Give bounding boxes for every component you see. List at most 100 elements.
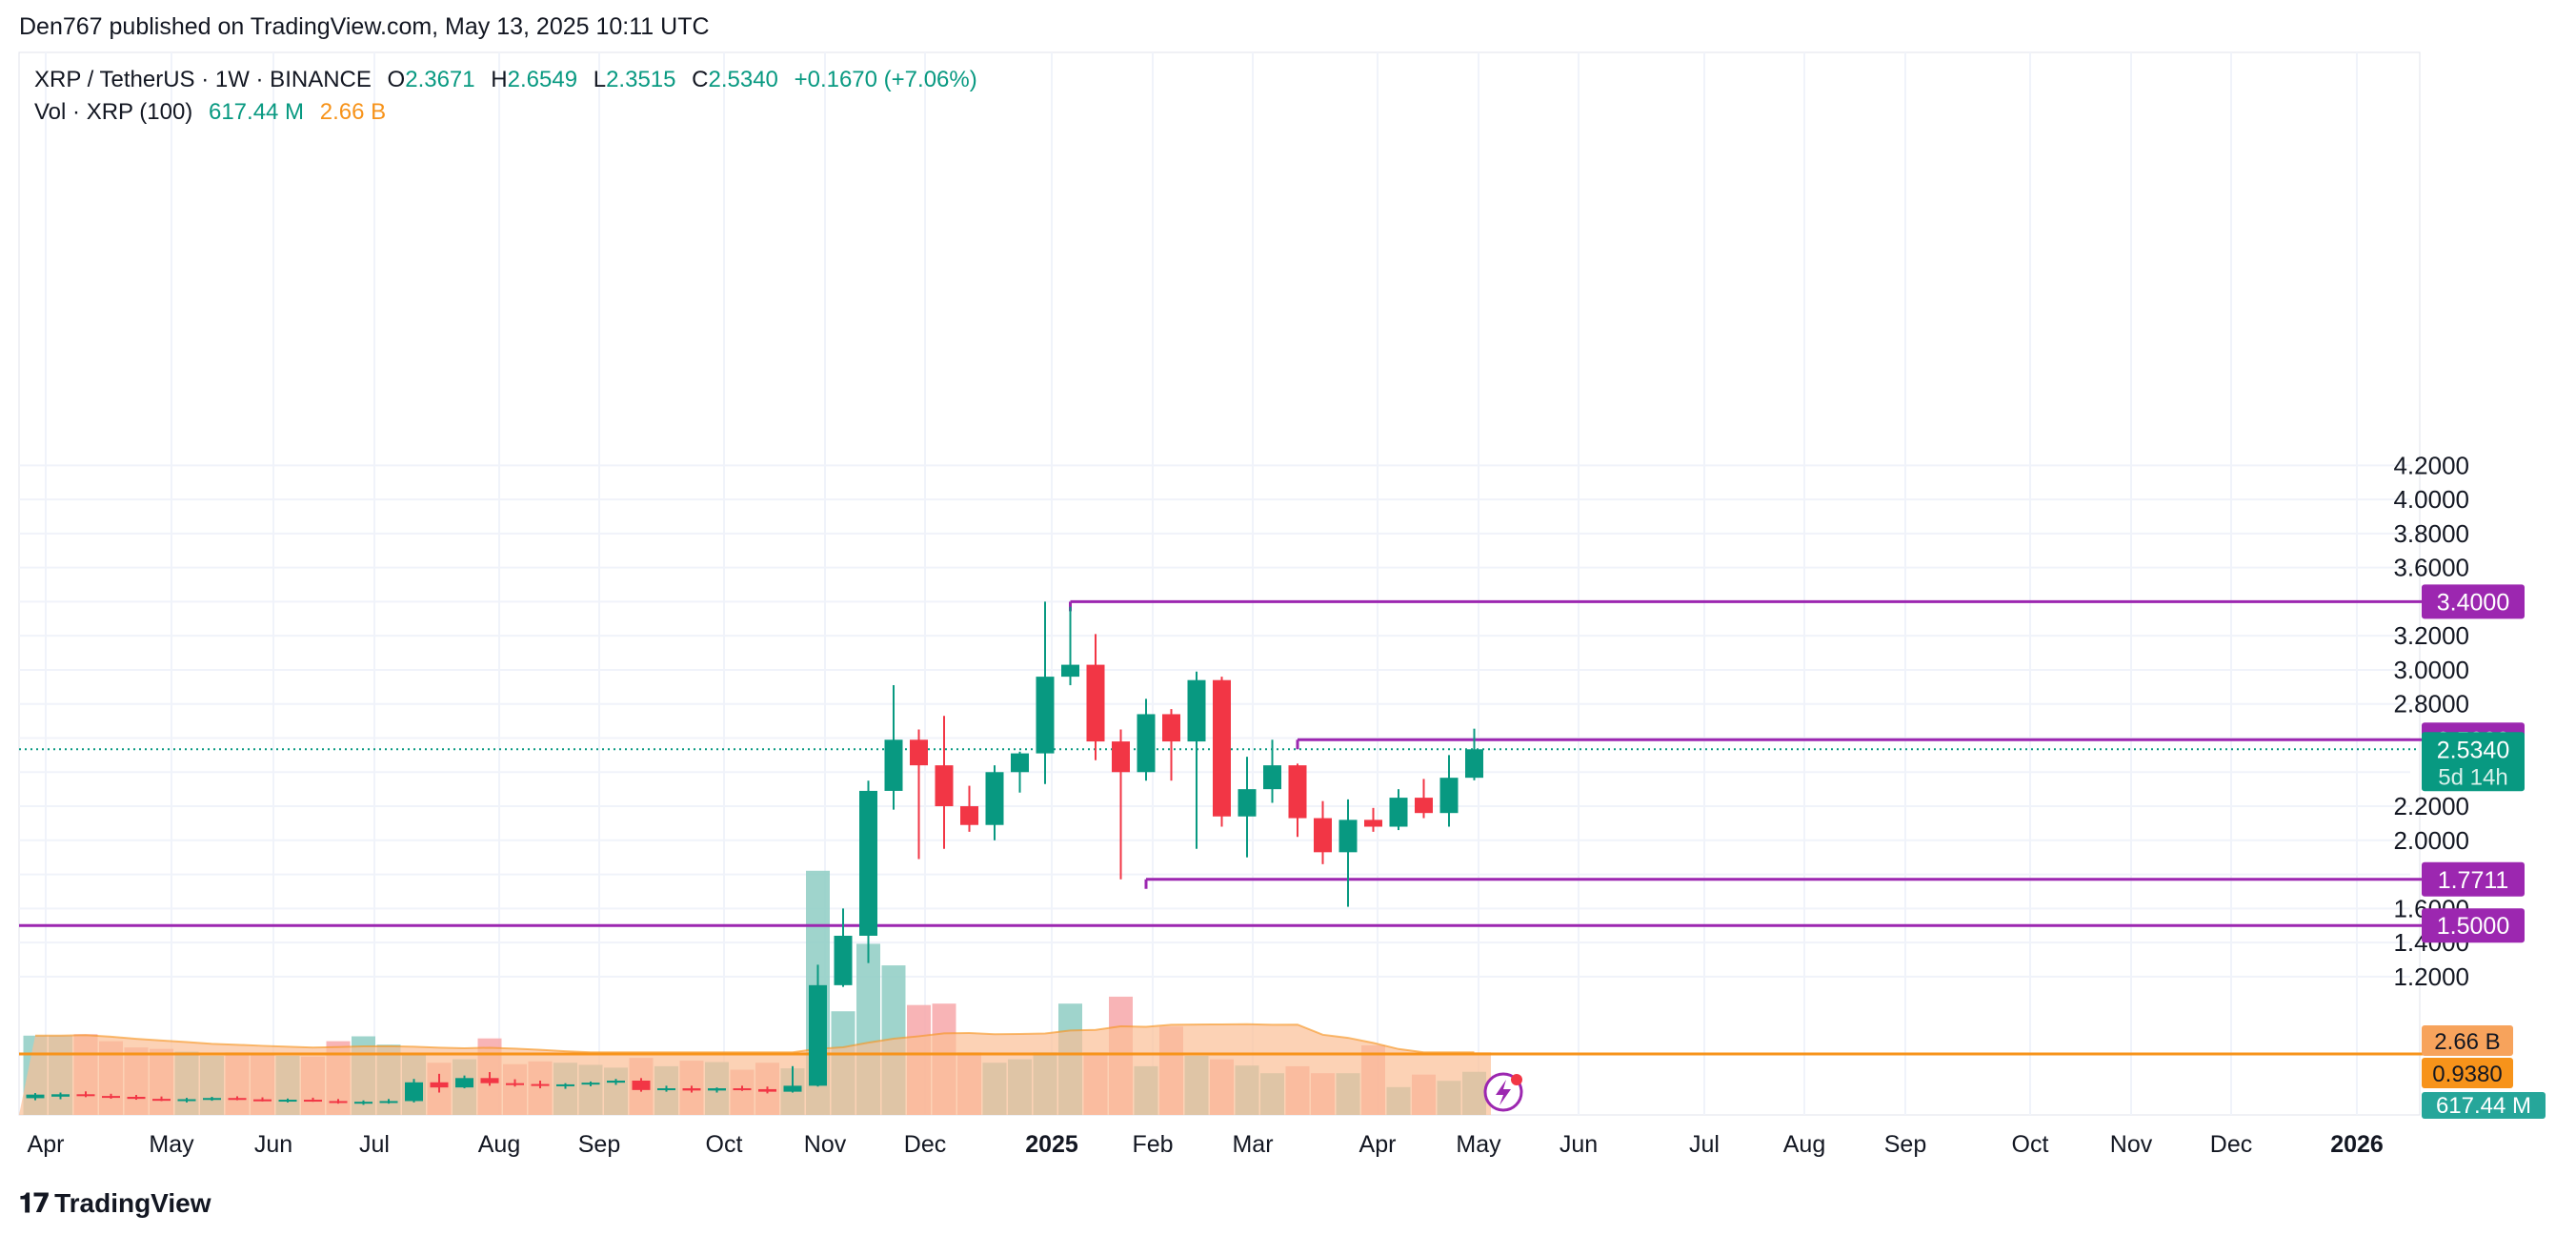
y-tick-label: 2.8000 (2393, 690, 2469, 719)
candle-body (405, 1082, 423, 1102)
candle-body (985, 772, 1004, 825)
candle-body (607, 1081, 625, 1083)
level-tag: 1.5000 (2437, 913, 2509, 940)
candle-body (253, 1099, 272, 1102)
plot-frame (18, 51, 2421, 1116)
candle-body (278, 1100, 297, 1103)
x-tick-label: Nov (2110, 1131, 2153, 1158)
candle-body (708, 1088, 726, 1091)
open-value: 2.3671 (405, 67, 475, 92)
x-tick-label: Sep (1884, 1131, 1926, 1158)
candle-body (102, 1096, 120, 1099)
x-tick-label: Apr (1359, 1131, 1397, 1158)
candle-body (1364, 820, 1382, 827)
x-tick-label: Oct (2012, 1131, 2049, 1158)
vol-level-tag-bg (2422, 1058, 2513, 1088)
candle-body (127, 1096, 146, 1100)
x-tick-label: Apr (28, 1131, 65, 1158)
candle-body (1465, 749, 1483, 779)
candle-body (1314, 818, 1332, 853)
volume-ma-value: 2.66 B (319, 99, 387, 125)
x-tick-label: May (1456, 1131, 1501, 1158)
candle-body (152, 1099, 171, 1102)
y-tick-label: 2.2000 (2393, 792, 2469, 820)
candle-body (682, 1088, 701, 1091)
candle-body (379, 1101, 398, 1103)
volume-ma-area (19, 1022, 1491, 1115)
open-label: O (387, 67, 406, 92)
y-tick-label: 4.0000 (2393, 485, 2469, 514)
candle-body (1112, 741, 1130, 773)
candle-body (809, 984, 827, 1086)
vol-level-tag: 0.9380 (2432, 1062, 2502, 1087)
candle-body (26, 1094, 45, 1099)
candle-body (1162, 714, 1180, 742)
vol-ma-tag-bg (2422, 1025, 2513, 1056)
candle-body (430, 1082, 449, 1088)
level-tag-bg (2422, 861, 2525, 897)
candle-body (1439, 778, 1459, 814)
candle-body (859, 790, 877, 936)
candle-body (304, 1100, 322, 1103)
x-tick-label: 2025 (1025, 1131, 1078, 1158)
change-value: +0.1670 (+7.06%) (794, 67, 977, 92)
candle-body (1263, 765, 1281, 790)
candle-body (910, 739, 928, 766)
y-tick-label: 3.8000 (2393, 519, 2469, 548)
volume-ma-line (35, 1022, 1475, 1054)
brand-name: TradingView (54, 1188, 211, 1218)
candle-body (177, 1099, 196, 1102)
last-price-tag: 2.5340 (2437, 737, 2509, 763)
y-tick-label: 3.6000 (2393, 554, 2469, 582)
volume-value: 617.44 M (208, 99, 305, 125)
level-tag-bg (2422, 908, 2525, 943)
x-tick-label: 2026 (2330, 1131, 2384, 1158)
candle-body (329, 1101, 348, 1103)
candle-body (455, 1078, 473, 1088)
last-price-tag-bg (2422, 732, 2525, 792)
tradingview-logo[interactable]: 𝟏𝟳 TradingView (19, 1187, 211, 1220)
y-tick-label: 2.0000 (2393, 826, 2469, 855)
x-tick-label: Dec (904, 1131, 946, 1158)
candle-body (1011, 753, 1029, 773)
vol-ma-tag: 2.66 B (2434, 1029, 2500, 1055)
candle-body (1086, 664, 1105, 742)
volume-ma-fill (19, 1023, 1491, 1115)
y-tick-label: 3.0000 (2393, 656, 2469, 684)
x-tick-label: Sep (578, 1131, 620, 1158)
candle-body (506, 1083, 524, 1085)
publisher-line: Den767 published on TradingView.com, May… (19, 13, 710, 40)
volume-legend: Vol · XRP (100) 617.44 M 2.66 B (34, 99, 395, 126)
candle-body (556, 1083, 574, 1086)
candle-body (1187, 679, 1206, 742)
symbol-label[interactable]: XRP / TetherUS · 1W · BINANCE (34, 67, 372, 92)
x-tick-label: Mar (1232, 1131, 1273, 1158)
candle-body (935, 765, 954, 807)
candle-body (1137, 714, 1156, 773)
volume-label[interactable]: Vol · XRP (100) (34, 99, 193, 125)
candle-body (228, 1098, 247, 1101)
x-tick-label: Jun (254, 1131, 292, 1158)
close-value: 2.5340 (708, 67, 778, 92)
level-tag-bg (2422, 584, 2525, 619)
candle-body (1238, 789, 1257, 817)
x-tick-label: Feb (1132, 1131, 1173, 1158)
candle-body (1036, 677, 1055, 754)
grid (18, 51, 2421, 1116)
candle-body (203, 1098, 221, 1101)
candle-body (960, 806, 978, 825)
y-tick-label: 4.2000 (2393, 451, 2469, 479)
candle-body (632, 1081, 651, 1090)
candle-body (51, 1094, 70, 1097)
candle-body (783, 1085, 802, 1092)
x-tick-label: Jun (1560, 1131, 1598, 1158)
tradingview-logo-icon: 𝟏𝟳 (19, 1188, 50, 1218)
axes: 1.20001.40001.60002.00002.20002.80003.00… (28, 451, 2469, 1158)
high-label: H (491, 67, 508, 92)
candle-body (1415, 798, 1433, 814)
x-tick-label: Dec (2210, 1131, 2252, 1158)
level-tag: 1.7711 (2438, 867, 2509, 894)
candle-body (884, 739, 903, 791)
